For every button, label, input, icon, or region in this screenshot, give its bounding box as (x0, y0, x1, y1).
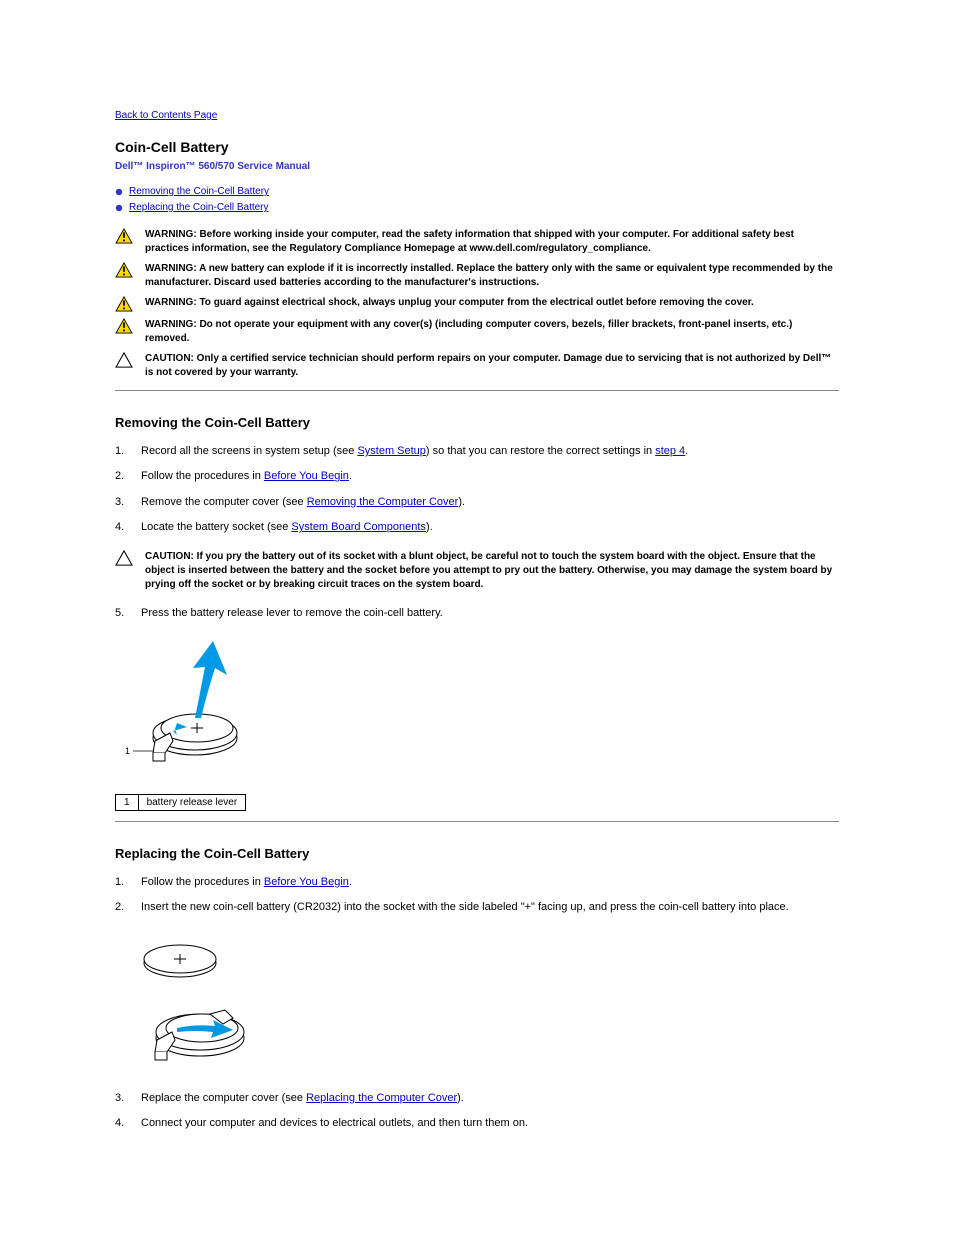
step-text: Insert the new coin-cell battery (CR2032… (135, 901, 789, 913)
step-number: 3. (115, 1091, 124, 1106)
step-item: 4. Locate the battery socket (see System… (115, 520, 839, 535)
bullet-icon (115, 188, 123, 196)
step-number: 2. (115, 900, 124, 915)
link-before-begin[interactable]: Before You Begin (264, 470, 349, 482)
step-item: 3. Remove the computer cover (see Removi… (115, 495, 839, 510)
warning-icon (115, 262, 133, 278)
inline-caution: CAUTION: If you pry the battery out of i… (115, 550, 839, 592)
warning-block: WARNING: To guard against electrical sho… (115, 296, 839, 312)
step-text: Replace the computer cover (see (141, 1092, 306, 1104)
section-heading-replace: Replacing the Coin-Cell Battery (115, 846, 839, 861)
link-before-begin[interactable]: Before You Begin (264, 876, 349, 888)
section-heading-remove: Removing the Coin-Cell Battery (115, 415, 839, 430)
step-text: ). (426, 521, 433, 533)
link-system-setup[interactable]: System Setup (357, 445, 425, 457)
back-link-container: Back to Contents Page (115, 110, 839, 121)
warning-block: WARNING: Before working inside your comp… (115, 228, 839, 256)
page-title: Coin-Cell Battery (115, 139, 839, 155)
bullet-icon (115, 204, 123, 212)
step-text: Record all the screens in system setup (… (141, 445, 357, 457)
warning-text: WARNING: Do not operate your equipment w… (145, 318, 839, 346)
label-number: 1 (116, 794, 139, 810)
manual-subtitle: Dell™ Inspiron™ 560/570 Service Manual (115, 161, 839, 172)
step-number: 5. (115, 606, 124, 621)
divider (115, 390, 839, 391)
step-item: 3. Replace the computer cover (see Repla… (115, 1091, 839, 1106)
step-number: 3. (115, 495, 124, 510)
step-text: ) so that you can restore the correct se… (426, 445, 655, 457)
step-number: 2. (115, 469, 124, 484)
step-text: Remove the computer cover (see (141, 496, 307, 508)
step-item: 1. Record all the screens in system setu… (115, 444, 839, 459)
warning-icon (115, 228, 133, 244)
figure-battery-remove: 1 (115, 633, 839, 786)
divider (115, 821, 839, 822)
warning-block: WARNING: A new battery can explode if it… (115, 262, 839, 290)
caution-body: Only a certified service technician shou… (145, 353, 831, 378)
step-text: Follow the procedures in (141, 876, 264, 888)
toc-link-remove[interactable]: Removing the Coin-Cell Battery (129, 184, 269, 200)
step-number: 1. (115, 875, 124, 890)
label-text: battery release lever (138, 794, 246, 810)
step-text: Follow the procedures in (141, 470, 264, 482)
step-text: . (349, 876, 352, 888)
warning-text: WARNING: To guard against electrical sho… (145, 296, 754, 310)
caution-block: CAUTION: Only a certified service techni… (115, 352, 839, 380)
battery-insert-illustration (115, 928, 265, 1078)
link-remove-cover[interactable]: Removing the Computer Cover (307, 496, 459, 508)
toc-link-replace[interactable]: Replacing the Coin-Cell Battery (129, 200, 269, 216)
step-text: . (349, 470, 352, 482)
warning-block: WARNING: Do not operate your equipment w… (115, 318, 839, 346)
step-text: Connect your computer and devices to ele… (135, 1117, 528, 1129)
svg-text:1: 1 (125, 746, 130, 756)
step-number: 1. (115, 444, 124, 459)
figure-battery-insert (115, 928, 839, 1081)
caution-icon (115, 352, 133, 368)
table-row: 1 battery release lever (116, 794, 246, 810)
warning-icon (115, 296, 133, 312)
caution-icon (115, 550, 133, 566)
step-text: . (685, 445, 688, 457)
link-step4[interactable]: step 4 (655, 445, 685, 457)
step-text: ). (457, 1092, 464, 1104)
step-item: 4. Connect your computer and devices to … (115, 1116, 839, 1131)
warning-icon (115, 318, 133, 334)
link-replace-cover[interactable]: Replacing the Computer Cover (306, 1092, 457, 1104)
step-number: 4. (115, 520, 124, 535)
step-item: 2. Insert the new coin-cell battery (CR2… (115, 900, 839, 915)
link-sysboard-components[interactable]: System Board Components (291, 521, 426, 533)
battery-remove-illustration: 1 (115, 633, 265, 783)
toc-list: Removing the Coin-Cell Battery Replacing… (115, 184, 839, 216)
toc-item: Replacing the Coin-Cell Battery (115, 200, 839, 216)
caution-text: CAUTION: Only a certified service techni… (145, 352, 839, 380)
step-item: 1. Follow the procedures in Before You B… (115, 875, 839, 890)
warning-text: WARNING: Before working inside your comp… (145, 228, 839, 256)
step-number: 4. (115, 1116, 124, 1131)
step-text: Locate the battery socket (see (141, 521, 291, 533)
step-item: 2. Follow the procedures in Before You B… (115, 469, 839, 484)
caution-prefix: CAUTION: (145, 353, 197, 364)
back-to-contents-link[interactable]: Back to Contents Page (115, 110, 217, 121)
warning-text: WARNING: A new battery can explode if it… (145, 262, 839, 290)
toc-item: Removing the Coin-Cell Battery (115, 184, 839, 200)
step-text: ). (458, 496, 465, 508)
figure-label-table: 1 battery release lever (115, 794, 246, 811)
caution-text: CAUTION: If you pry the battery out of i… (145, 550, 839, 592)
step-text: Press the battery release lever to remov… (135, 607, 443, 619)
step-item: 5. Press the battery release lever to re… (115, 606, 839, 621)
